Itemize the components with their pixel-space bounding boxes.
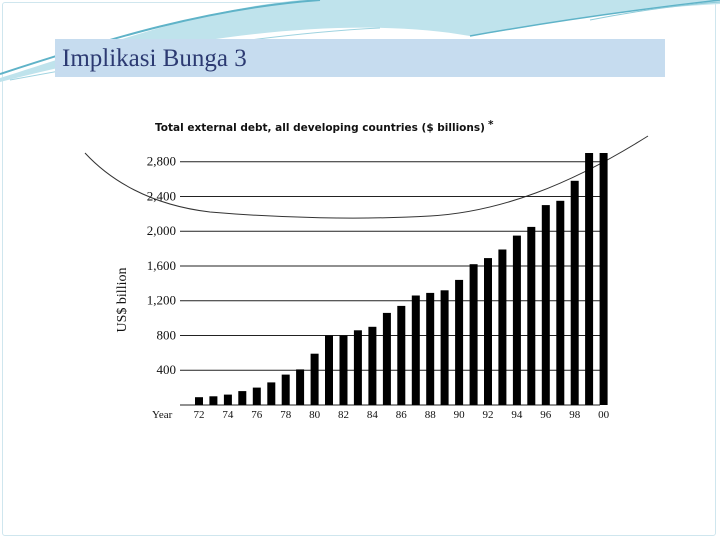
bar-1995 — [527, 226, 536, 405]
y-tick-label: 800 — [157, 327, 177, 342]
x-axis-label: Year — [152, 409, 173, 421]
decorative-curve — [84, 135, 649, 219]
x-axis-ticks: 72 74 76 78 80 82 84 86 88 90 92 94 96 98 00 — [194, 409, 610, 421]
y-axis-ticks: 400 800 1,200 1,600 2,000 2,400 2,800 — [147, 154, 176, 378]
y-axis-label: US$ billion — [115, 268, 130, 333]
y-tick-label: 2,800 — [147, 154, 176, 169]
x-tick-label: 80 — [309, 409, 321, 421]
x-tick-label: 88 — [425, 409, 437, 421]
bar-1987 — [411, 295, 420, 405]
x-tick-label: 00 — [598, 409, 610, 421]
bar-1980 — [310, 353, 319, 405]
bar-1991 — [469, 264, 478, 405]
bar-1981 — [325, 335, 333, 405]
chart-area — [85, 110, 647, 442]
bar-1996 — [541, 205, 550, 405]
bar-1992 — [484, 258, 492, 405]
y-tick-label: 1,600 — [147, 258, 176, 273]
x-tick-label: 98 — [569, 409, 581, 421]
y-tick-label: 2,000 — [147, 223, 176, 238]
bar-1979 — [296, 369, 305, 405]
bars — [195, 153, 608, 405]
bar-1994 — [512, 235, 521, 405]
y-tick-label: 1,200 — [147, 293, 176, 308]
bar-1985 — [382, 312, 391, 405]
y-tick-label: 2,400 — [147, 188, 176, 203]
title-bar: Implikasi Bunga 3 — [55, 39, 665, 77]
x-tick-label: 82 — [338, 409, 349, 421]
chart-title: Total external debt, all developing coun… — [155, 119, 494, 134]
x-tick-label: 90 — [454, 409, 466, 421]
bar-1986 — [397, 305, 406, 405]
x-tick-label: 84 — [367, 409, 379, 421]
bar-1997 — [556, 200, 565, 405]
bar-1976 — [252, 387, 261, 405]
bar-1972 — [195, 397, 203, 405]
bar-1982 — [339, 335, 348, 405]
bar-1993 — [498, 249, 507, 405]
page-title: Implikasi Bunga 3 — [62, 45, 247, 72]
bar-1989 — [440, 290, 449, 405]
bar-1974 — [223, 394, 232, 405]
bar-1975 — [238, 391, 247, 405]
bar-1973 — [209, 396, 218, 405]
x-tick-label: 86 — [396, 409, 408, 421]
bar-1999 — [585, 153, 594, 405]
bar-1978 — [281, 374, 290, 405]
x-tick-label: 94 — [511, 409, 523, 421]
bar-2000 — [599, 153, 608, 405]
bar-1998 — [570, 180, 579, 405]
bar-1977 — [267, 382, 276, 405]
x-tick-label: 96 — [540, 409, 552, 421]
x-tick-label: 74 — [222, 409, 234, 421]
y-tick-label: 400 — [157, 362, 177, 377]
x-tick-label: 72 — [194, 409, 205, 421]
x-tick-label: 76 — [251, 409, 263, 421]
x-tick-label: 78 — [280, 409, 292, 421]
bar-1990 — [455, 279, 464, 405]
x-tick-label: 92 — [483, 409, 494, 421]
bar-1983 — [353, 330, 362, 405]
bar-1984 — [368, 326, 377, 405]
bar-1988 — [426, 292, 435, 405]
